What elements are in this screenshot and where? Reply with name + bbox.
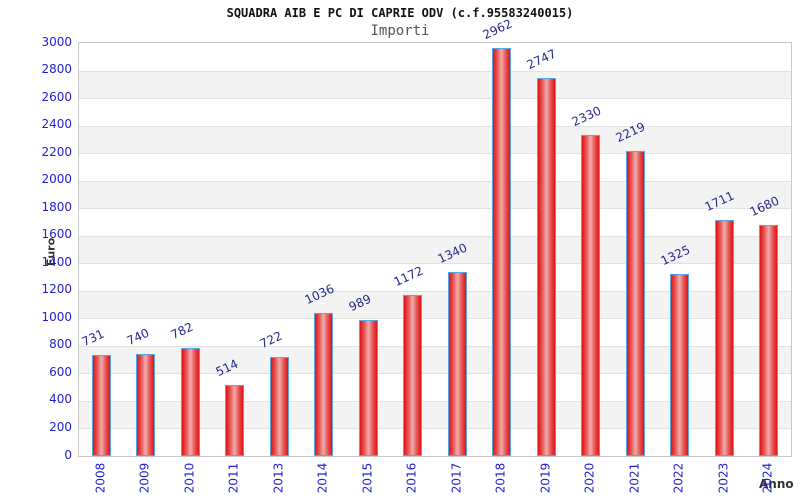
x-tick-label: 2013 (256, 456, 300, 500)
x-tick-label-text: 2010 (182, 462, 197, 494)
x-tick-label: 2020 (568, 456, 612, 500)
gridline (79, 345, 791, 347)
y-tick-label: 0 (64, 447, 72, 462)
gridline (79, 318, 791, 320)
gridline (79, 235, 791, 237)
y-tick-label: 1000 (41, 309, 72, 324)
x-tick-label-text: 2019 (538, 462, 553, 494)
x-tick-label: 2019 (523, 456, 567, 500)
gridline (79, 180, 791, 182)
gridline (79, 208, 791, 210)
gridline (79, 290, 791, 292)
bar-2022 (670, 273, 690, 456)
x-tick-label-text: 2021 (627, 462, 642, 494)
y-tick-label: 1800 (41, 199, 72, 214)
y-tick-label: 1600 (41, 227, 72, 242)
x-tick-label-text: 2015 (360, 462, 375, 494)
bar-2024 (759, 224, 779, 456)
grid-band (79, 235, 791, 264)
gridline (79, 153, 791, 155)
x-tick-label-text: 2016 (404, 462, 419, 494)
x-tick-label-text: 2008 (93, 462, 108, 494)
bar-value-label: 2962 (480, 16, 515, 43)
chart-subtitle: Importi (370, 23, 430, 39)
y-tick-label: 1400 (41, 254, 72, 269)
y-tick-label: 2400 (41, 117, 72, 132)
x-tick-label: 2023 (701, 456, 745, 500)
x-tick-label: 2010 (167, 456, 211, 500)
x-tick-label-text: 2023 (716, 462, 731, 494)
gridline (79, 98, 791, 100)
grid-band (79, 125, 791, 154)
y-tick-label: 600 (49, 364, 72, 379)
x-tick-label-text: 2020 (582, 462, 597, 494)
bar-2013 (269, 356, 289, 456)
x-tick-label-text: 2018 (493, 462, 508, 494)
bar-2016 (403, 294, 423, 456)
x-tick-label-text: 2011 (226, 462, 241, 494)
x-tick-label: 2021 (612, 456, 656, 500)
x-tick-label: 2017 (434, 456, 478, 500)
grid-band (79, 70, 791, 99)
x-tick-label: 2016 (390, 456, 434, 500)
gridline (79, 70, 791, 72)
x-tick-label: 2011 (212, 456, 256, 500)
x-tick-label: 2014 (301, 456, 345, 500)
y-tick-label: 200 (49, 419, 72, 434)
gridline (79, 428, 791, 430)
bar-value-label: 1172 (391, 263, 426, 289)
y-tick-label: 1200 (41, 282, 72, 297)
chart-title: SQUADRA AIB E PC DI CAPRIE ODV (c.f.9558… (226, 6, 574, 20)
gridline (79, 400, 791, 402)
y-tick-label: 2600 (41, 89, 72, 104)
x-tick-label-text: 2022 (671, 462, 686, 494)
bar-2011 (225, 385, 245, 456)
bar-2018 (492, 48, 512, 456)
bar-value-label: 2747 (524, 46, 559, 72)
y-tick-label: 400 (49, 392, 72, 407)
x-tick-label: 2009 (123, 456, 167, 500)
bar-2010 (180, 348, 200, 456)
x-tick-label: 2008 (78, 456, 122, 500)
x-tick-label: 2024 (746, 456, 790, 500)
x-tick-label: 2022 (657, 456, 701, 500)
x-tick-label-text: 2014 (315, 462, 330, 494)
bar-2014 (314, 313, 334, 456)
x-axis-title: Anno (759, 477, 794, 491)
x-tick-label-text: 2024 (760, 462, 775, 494)
bar-2019 (536, 77, 556, 456)
bar-2009 (136, 354, 156, 456)
x-tick-label-text: 2017 (449, 462, 464, 494)
plot-area: 731 740 782 514 722 1036 989 1172 1340 2962 2747 23… (78, 17, 792, 457)
x-tick-label: 2015 (345, 456, 389, 500)
gridline (79, 125, 791, 127)
y-tick-label: 800 (49, 337, 72, 352)
y-tick-label: 3000 (41, 34, 72, 49)
grid-band (79, 180, 791, 209)
bar-2020 (581, 135, 601, 456)
x-tick-label-text: 2013 (271, 462, 286, 494)
y-tick-label: 2000 (41, 172, 72, 187)
bar-value-label: 782 (168, 320, 196, 343)
bar-2015 (358, 319, 378, 456)
bar-2017 (447, 271, 467, 456)
y-tick-label: 2800 (41, 62, 72, 77)
gridline (79, 263, 791, 265)
bar-2008 (91, 355, 111, 456)
bar-2023 (714, 220, 734, 456)
x-tick-label: 2018 (479, 456, 523, 500)
y-tick-label: 2200 (41, 144, 72, 159)
gridline (79, 373, 791, 375)
x-tick-label-text: 2009 (137, 462, 152, 494)
bar-2021 (625, 150, 645, 456)
